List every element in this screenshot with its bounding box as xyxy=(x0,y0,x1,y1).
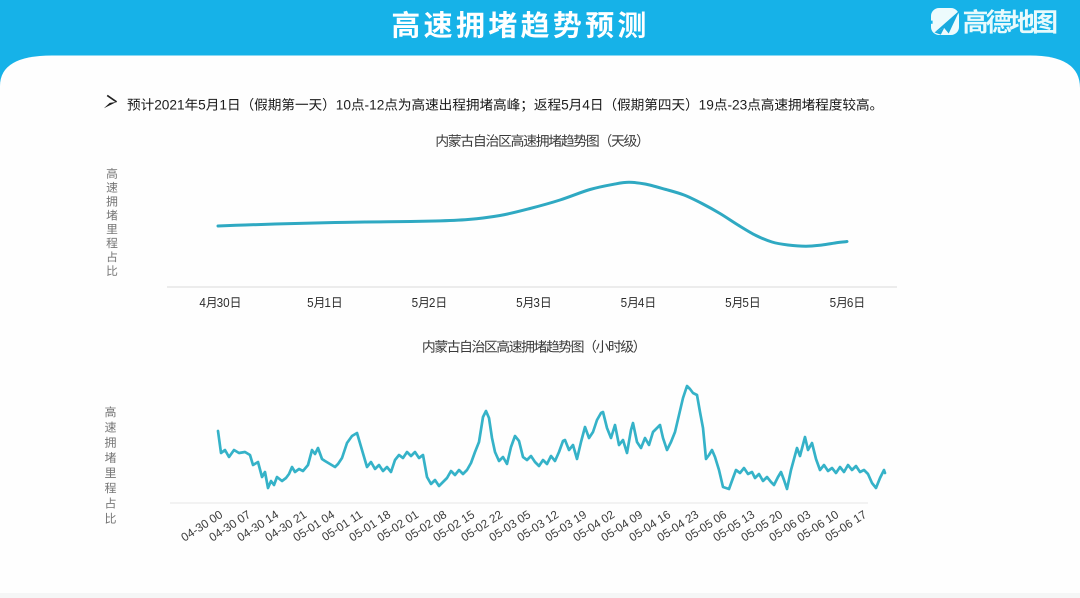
svg-text:10: 10 xyxy=(336,98,352,113)
svg-text:-23: -23 xyxy=(727,98,747,113)
svg-text:5: 5 xyxy=(725,296,732,310)
svg-text:2: 2 xyxy=(429,296,436,310)
svg-text:3: 3 xyxy=(533,296,540,310)
svg-text:5: 5 xyxy=(621,296,628,310)
svg-text:2021: 2021 xyxy=(154,98,184,113)
svg-text:5: 5 xyxy=(742,296,749,310)
svg-text:6: 6 xyxy=(847,296,854,310)
svg-text:1: 1 xyxy=(219,98,227,113)
svg-text:5: 5 xyxy=(198,98,206,113)
svg-text:4: 4 xyxy=(199,296,206,310)
svg-text:4: 4 xyxy=(638,296,645,310)
svg-text:19: 19 xyxy=(699,98,714,113)
svg-text:-12: -12 xyxy=(365,98,385,113)
svg-text:5: 5 xyxy=(307,296,314,310)
svg-text:1: 1 xyxy=(324,296,331,310)
svg-text:30: 30 xyxy=(217,296,230,310)
svg-text:5: 5 xyxy=(561,98,569,113)
svg-text:5: 5 xyxy=(412,296,419,310)
svg-text:5: 5 xyxy=(516,296,523,310)
svg-text:5: 5 xyxy=(830,296,837,310)
svg-text:4: 4 xyxy=(582,98,590,113)
